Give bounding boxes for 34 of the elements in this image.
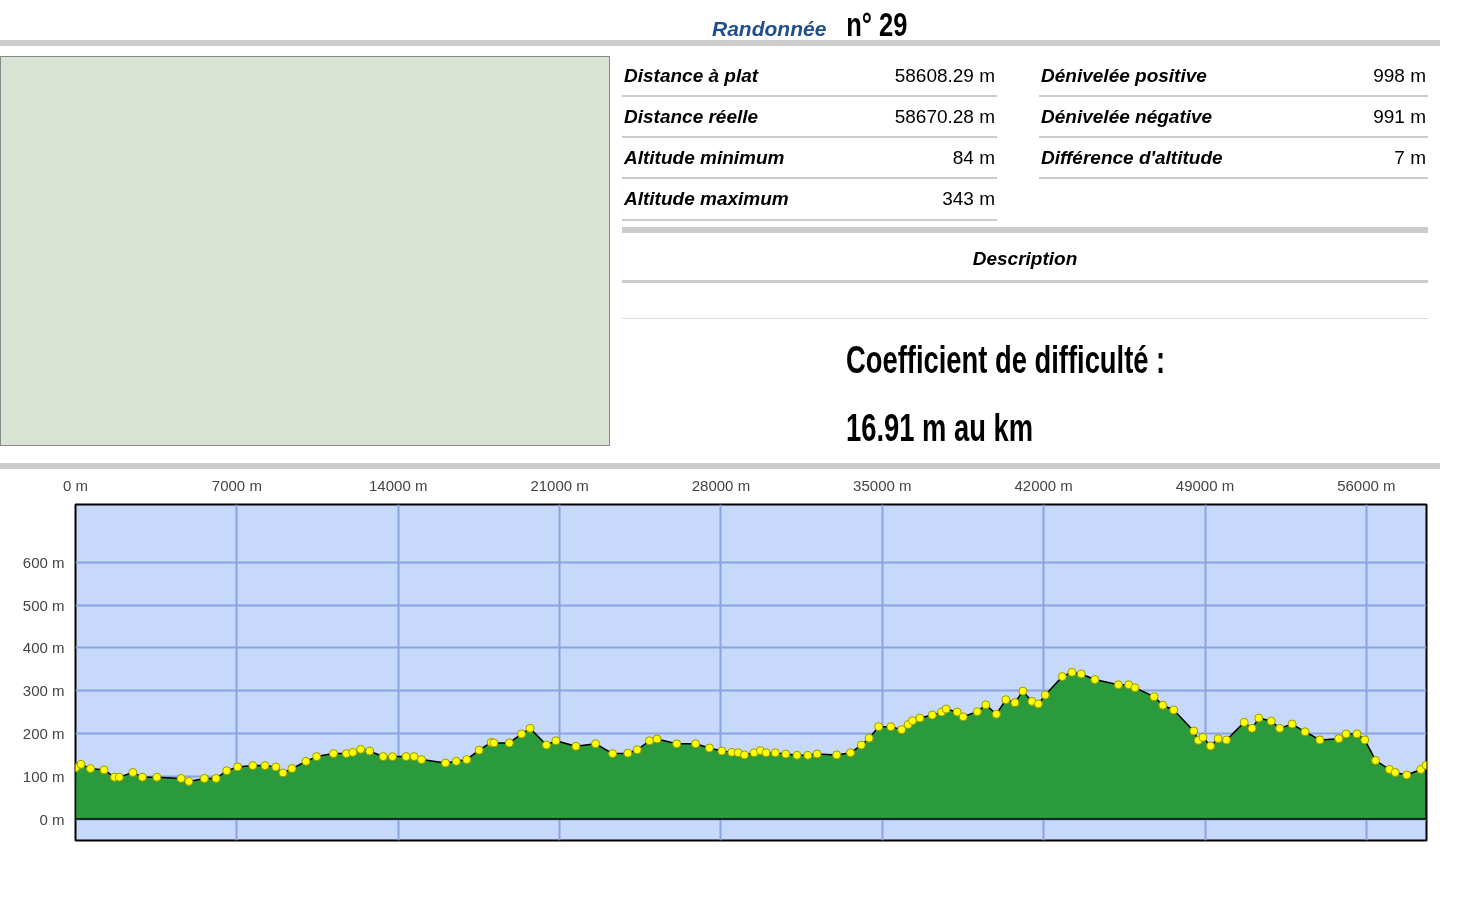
x-tick-label: 21000 m (530, 476, 589, 494)
x-tick-label: 14000 m (369, 476, 428, 494)
text: Dénivelée positive (1039, 56, 1337, 97)
text: 998 m (1336, 56, 1428, 97)
text: Description (622, 226, 1428, 283)
text: Distance réelle (622, 96, 853, 138)
x-tick-label: 56000 m (1337, 476, 1396, 494)
x-tick-label: 28000 m (691, 476, 751, 494)
y-tick-label: 300 m (22, 682, 65, 700)
x-tick-label: 42000 m (1014, 476, 1073, 494)
x-tick-label: 0 m (63, 476, 89, 494)
x-tick-label: 7000 m (211, 476, 262, 494)
y-tick-label: 200 m (22, 724, 65, 742)
y-tick-label: 400 m (22, 639, 65, 657)
text: Altitude minimum (622, 137, 853, 179)
text: Différence d'altitude (1039, 137, 1337, 179)
text: Coefficient de difficulté : (846, 337, 1167, 383)
y-tick-label: 0 m (39, 810, 65, 828)
y-tick-label: 100 m (22, 767, 65, 785)
text: 343 m (852, 178, 998, 220)
text: Randonnée n° 29 (712, 4, 908, 45)
text: Altitude maximum (622, 178, 853, 220)
text: 7 m (1336, 137, 1428, 179)
y-tick-label: 500 m (22, 596, 65, 614)
y-tick-label: 600 m (22, 553, 65, 571)
text: 16.91 m au km (846, 406, 1035, 451)
text: Dénivelée négative (1039, 96, 1337, 138)
text: 58608.29 m (852, 56, 998, 97)
text: 991 m (1336, 96, 1428, 138)
text: 58670.28 m (852, 96, 998, 138)
x-tick-label: 35000 m (853, 476, 912, 494)
text: 84 m (852, 137, 998, 179)
x-tick-label: 49000 m (1175, 476, 1235, 494)
text: Distance à plat (622, 56, 853, 97)
